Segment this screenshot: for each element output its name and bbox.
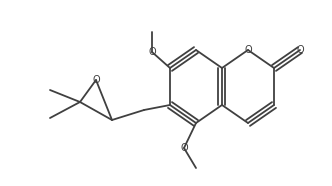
Text: O: O	[92, 75, 100, 85]
Text: O: O	[244, 45, 252, 55]
Text: O: O	[148, 47, 156, 57]
Text: O: O	[180, 143, 188, 153]
Text: O: O	[296, 45, 304, 55]
